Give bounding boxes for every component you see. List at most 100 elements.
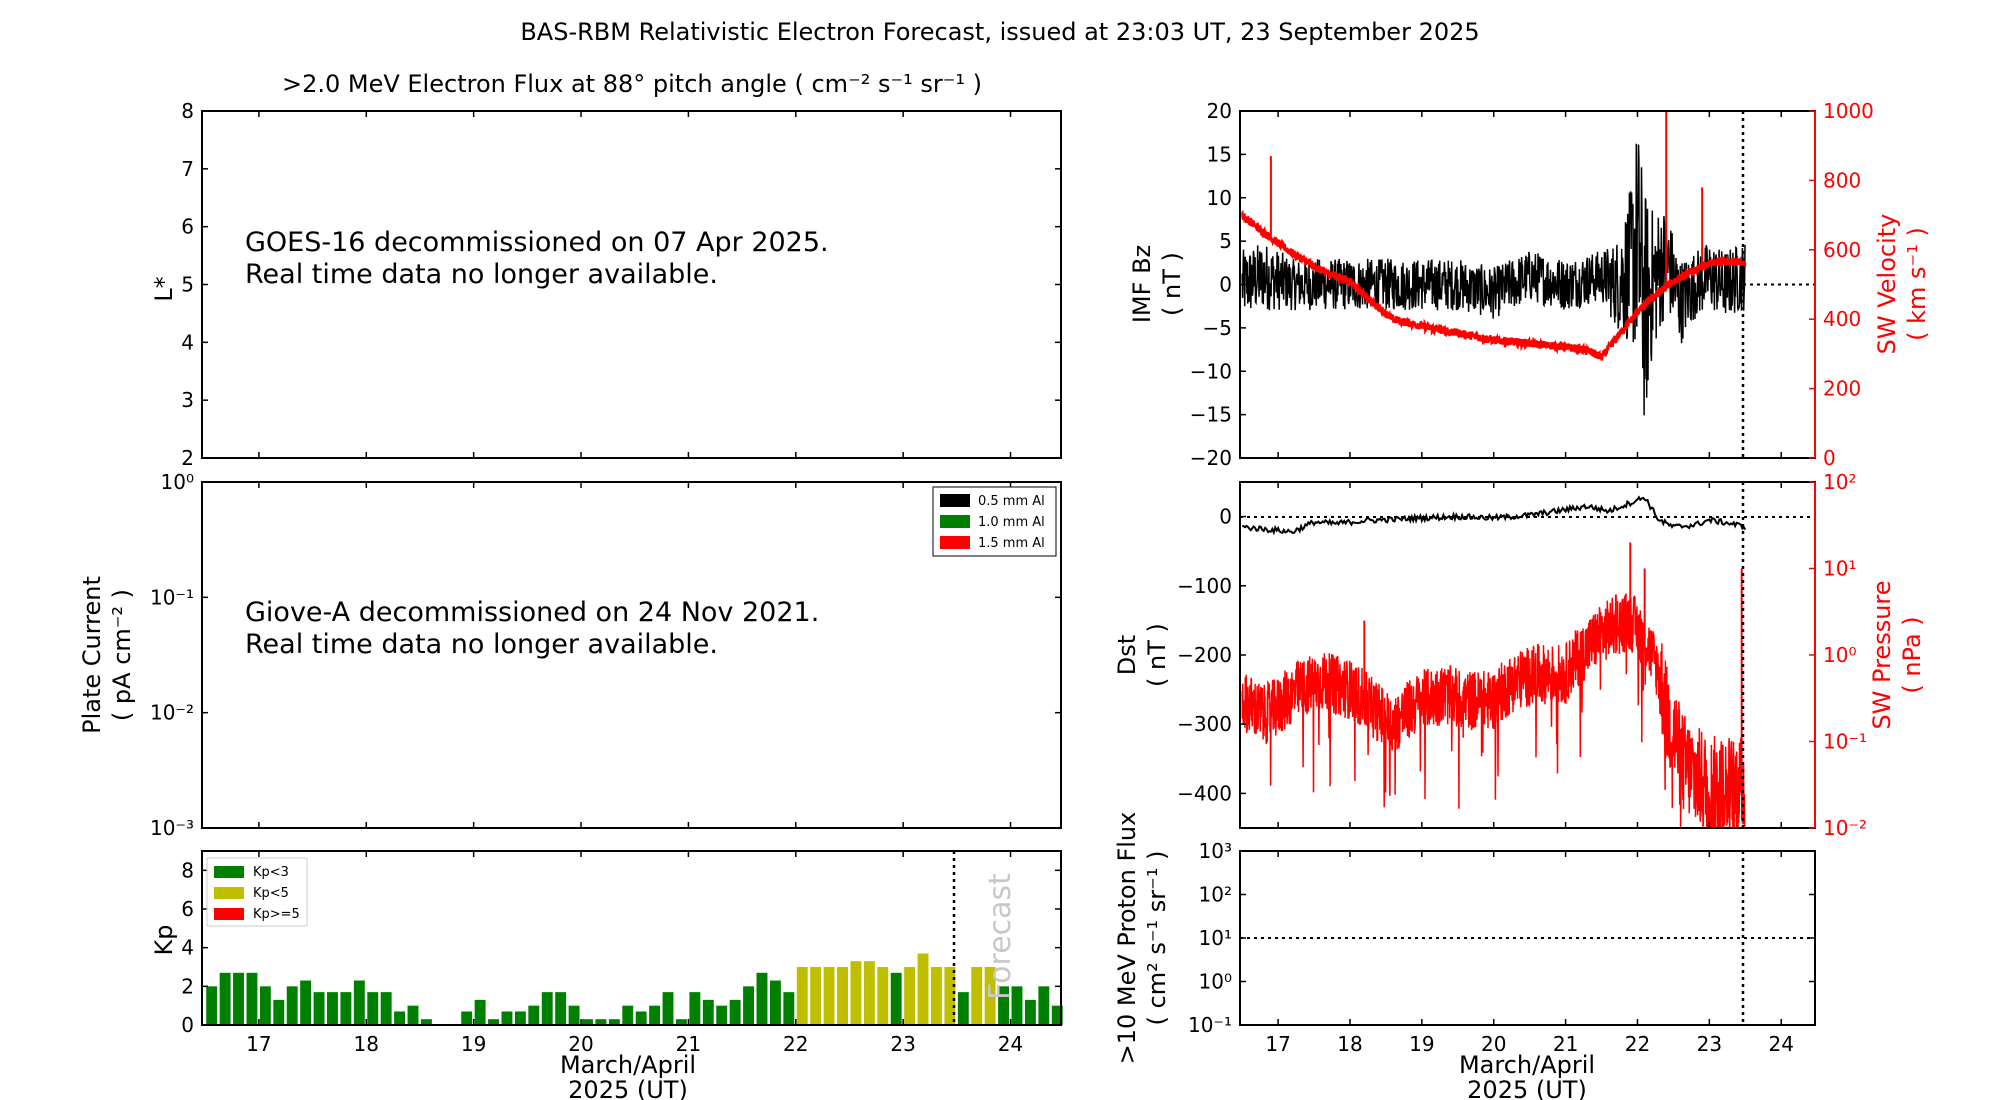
imf-panel: 20 15 10 5 0 −5 −10 −15 −20 1000 800 600 400 200 0 IM… — [1128, 99, 1931, 470]
sw-velocity-ylabel-line2: ( km s⁻¹ ) — [1903, 227, 1931, 341]
kp-xtick-label: 23 — [890, 1032, 915, 1056]
kp-bar — [340, 992, 352, 1025]
plate-current-ylabel-line1: Plate Current — [78, 576, 106, 734]
kp-bar — [514, 1011, 526, 1025]
legend-label-1.5mm: 1.5 mm Al — [978, 536, 1045, 551]
kp-bar — [917, 953, 929, 1025]
dst-xticks — [1277, 482, 1782, 828]
kp-legend-swatch-mid — [214, 887, 244, 899]
kp-bar — [810, 967, 822, 1025]
kp-bar — [1011, 986, 1023, 1025]
pc-ytick-label: 10⁻¹ — [150, 585, 194, 609]
kp-yticks: 0 2 4 6 8 — [181, 858, 1061, 1037]
kp-bar — [582, 1019, 593, 1025]
kp-xtick-label: 17 — [246, 1032, 271, 1056]
swv-ytick-label: 400 — [1823, 307, 1861, 331]
swv-ytick-label: 200 — [1823, 377, 1861, 401]
imf-ylabel-line1: IMF Bz — [1128, 245, 1156, 323]
kp-xticks: 17 18 19 20 21 22 23 24 — [246, 851, 1023, 1056]
kp-bar — [394, 1011, 406, 1025]
pr-xtick-label: 17 — [1265, 1032, 1290, 1056]
dst-ytick-label: −300 — [1177, 712, 1232, 736]
pr-xtick-label: 22 — [1625, 1032, 1650, 1056]
pr-xtick-label: 24 — [1768, 1032, 1793, 1056]
sw-velocity-ylabel-line1: SW Velocity — [1873, 214, 1901, 355]
kp-bar — [743, 986, 755, 1025]
kp-bar — [461, 1011, 473, 1025]
kp-legend: Kp<3 Kp<5 Kp>=5 — [206, 857, 308, 927]
kp-bar — [769, 980, 781, 1025]
swp-ytick-label: 10⁻¹ — [1823, 730, 1867, 754]
imf-yticks-right: 1000 800 600 400 200 0 — [1809, 99, 1874, 470]
sw-pressure-line — [1241, 593, 1746, 829]
imf-ytick-label: 10 — [1207, 186, 1232, 210]
kp-bar — [259, 986, 271, 1025]
swp-ytick-label: 10⁰ — [1823, 643, 1856, 667]
plate-current-xticks — [258, 482, 1012, 828]
plate-current-ylabel-line2: ( pA cm⁻² ) — [108, 589, 136, 721]
electron-flux-yticks: 2 3 4 5 6 7 8 — [181, 99, 1061, 470]
kp-bar — [313, 992, 325, 1025]
imf-ytick-label: −5 — [1203, 316, 1232, 340]
kp-bar — [998, 986, 1010, 1025]
kp-bar — [1038, 986, 1050, 1025]
kp-ytick-label: 6 — [181, 897, 194, 921]
sw-velocity-line — [1241, 209, 1747, 361]
sw-pressure-ylabel-line2: ( nPa ) — [1898, 616, 1926, 693]
pr-xtick-label: 21 — [1553, 1032, 1578, 1056]
ef-ytick-label: 6 — [181, 215, 194, 239]
imf-bz-line — [1241, 143, 1746, 416]
dst-series — [1241, 495, 1747, 829]
kp-bar — [273, 999, 285, 1025]
kp-ytick-label: 0 — [181, 1013, 194, 1037]
imf-ylabel-line2: ( nT ) — [1158, 252, 1186, 316]
kp-bar — [206, 986, 218, 1025]
left-xlabel-line2: 2025 (UT) — [568, 1076, 688, 1100]
kp-bar — [595, 1019, 607, 1025]
kp-bar — [823, 967, 835, 1025]
kp-bar — [300, 980, 312, 1025]
kp-bar — [541, 992, 553, 1025]
legend-swatch-1.0mm — [940, 515, 970, 528]
dst-ytick-label: −200 — [1177, 643, 1232, 667]
imf-ytick-label: −20 — [1190, 446, 1232, 470]
kp-bar — [233, 972, 244, 1025]
kp-bar — [327, 992, 338, 1025]
plate-current-note-line1: Giove-A decommissioned on 24 Nov 2021. — [245, 597, 819, 628]
kp-xtick-label: 19 — [461, 1032, 486, 1056]
electron-flux-panel: >2.0 MeV Electron Flux at 88° pitch angl… — [150, 70, 1062, 470]
kp-bar — [501, 1011, 513, 1025]
swp-ytick-label: 10¹ — [1823, 557, 1856, 581]
proton-panel: 10³ 10² 10¹ 10⁰ 10⁻¹ 17 18 19 20 21 22 23 24 >10 Me… — [1113, 812, 1816, 1100]
kp-bar — [675, 1019, 687, 1025]
pr-xtick-label: 23 — [1697, 1032, 1722, 1056]
dst-ytick-label: −400 — [1177, 781, 1232, 805]
ef-ytick-label: 4 — [181, 330, 194, 354]
ef-ytick-label: 7 — [181, 157, 194, 181]
kp-bar — [608, 1019, 620, 1025]
kp-frame — [201, 850, 1062, 1026]
electron-flux-xticks — [258, 111, 1012, 458]
dst-ytick-label: −100 — [1177, 574, 1232, 598]
dst-ylabel-line1: Dst — [1113, 635, 1141, 675]
kp-legend-label-mid: Kp<5 — [253, 886, 289, 901]
kp-bar — [219, 972, 231, 1025]
swp-ytick-label: 10² — [1823, 470, 1856, 494]
kp-bar — [756, 972, 768, 1025]
pr-xtick-label: 18 — [1337, 1032, 1362, 1056]
kp-bar — [1051, 1005, 1063, 1025]
kp-bar — [568, 1005, 580, 1025]
legend-label-1.0mm: 1.0 mm Al — [978, 515, 1045, 530]
imf-ytick-label: 20 — [1207, 99, 1232, 123]
ef-ytick-label: 5 — [181, 273, 194, 297]
plate-current-legend: 0.5 mm Al 1.0 mm Al 1.5 mm Al — [932, 486, 1057, 557]
pr-xtick-label: 19 — [1409, 1032, 1434, 1056]
kp-bar — [528, 1005, 540, 1025]
kp-bar — [649, 1005, 661, 1025]
kp-bar — [850, 961, 862, 1025]
kp-bar — [877, 967, 889, 1025]
plate-current-note-line2: Real time data no longer available. — [245, 629, 718, 660]
kp-bar — [944, 967, 956, 1025]
kp-legend-swatch-low — [214, 866, 244, 878]
